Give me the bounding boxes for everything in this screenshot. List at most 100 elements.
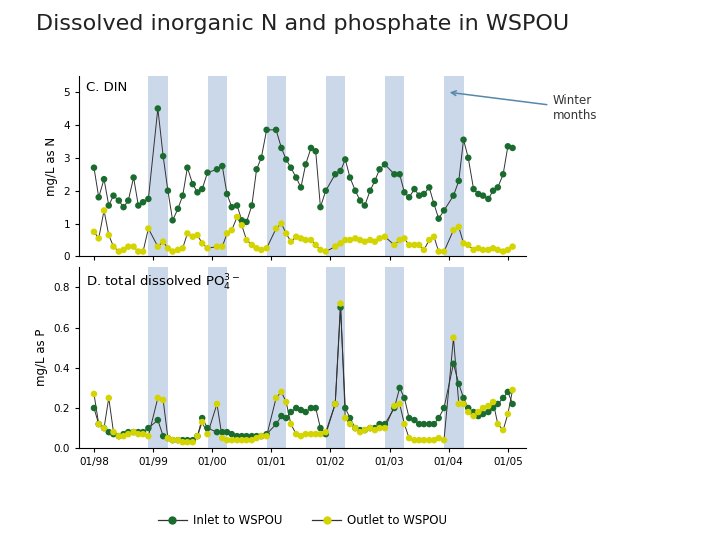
Bar [207,267,227,448]
Point [256,432,267,441]
Point [98,424,109,433]
Point [340,404,351,413]
Point [310,241,321,249]
Point [305,404,317,413]
Point [132,247,144,256]
Point [369,177,381,185]
Point [197,239,208,248]
Bar [148,267,168,448]
Point [202,168,213,177]
Point [448,360,459,368]
Point [221,190,233,198]
Point [211,428,222,436]
Point [226,430,238,438]
Point [108,428,120,436]
Point [359,201,371,210]
Point [285,164,297,172]
Point [477,191,489,200]
Point [453,400,464,408]
Point [167,247,179,256]
Point [320,430,331,438]
Point [403,241,415,249]
Point [217,161,228,170]
Point [143,194,154,203]
Point [487,186,499,195]
Point [389,404,400,413]
Bar [325,267,346,448]
Point [418,246,430,254]
Point [231,213,243,221]
Point [197,185,208,193]
Point [128,173,140,182]
Point [143,432,154,441]
Point [428,420,440,428]
Point [261,125,272,134]
Point [181,164,193,172]
Point [197,414,208,422]
Point [468,246,480,254]
Point [187,232,199,241]
Point [290,232,302,241]
Point [433,434,444,442]
Point [280,414,292,422]
Point [138,430,149,438]
Point [285,420,297,428]
Point [315,246,326,254]
Point [369,426,381,435]
Point [113,432,125,441]
Point [162,244,174,253]
Point [217,242,228,251]
Point [507,242,518,251]
Point [315,430,326,438]
Point [492,420,503,428]
Point [413,436,425,444]
Point [280,397,292,406]
Point [472,190,484,198]
Point [482,246,494,254]
Point [389,402,400,410]
Point [89,390,100,399]
Point [295,234,307,242]
Point [468,408,480,416]
Point [399,234,410,242]
Point [403,193,415,201]
Point [492,246,503,254]
Point [118,203,130,212]
Point [413,420,425,428]
Point [236,221,248,230]
Point [359,426,371,435]
Point [330,170,341,179]
Point [270,125,282,134]
Point [340,236,351,245]
Point [192,231,203,239]
Point [458,394,469,402]
Point [162,186,174,195]
Point [251,432,262,441]
Point [187,180,199,188]
Point [453,222,464,231]
Point [310,147,321,156]
Point [295,406,307,414]
Point [240,436,252,444]
Point [143,224,154,233]
Point [379,420,391,428]
Point [276,144,287,152]
Point [240,432,252,441]
Point [246,241,258,249]
Point [428,200,440,208]
Point [300,236,312,245]
Point [177,191,189,200]
Point [132,430,144,438]
Point [251,434,262,442]
Point [507,144,518,152]
Legend: Inlet to WSPOU, Outlet to WSPOU: Inlet to WSPOU, Outlet to WSPOU [153,509,452,531]
Point [217,434,228,442]
Point [300,430,312,438]
Point [354,236,366,245]
Point [487,244,499,253]
Point [364,186,376,195]
Point [162,434,174,442]
Point [423,183,435,192]
Point [118,246,130,254]
Point [320,186,331,195]
